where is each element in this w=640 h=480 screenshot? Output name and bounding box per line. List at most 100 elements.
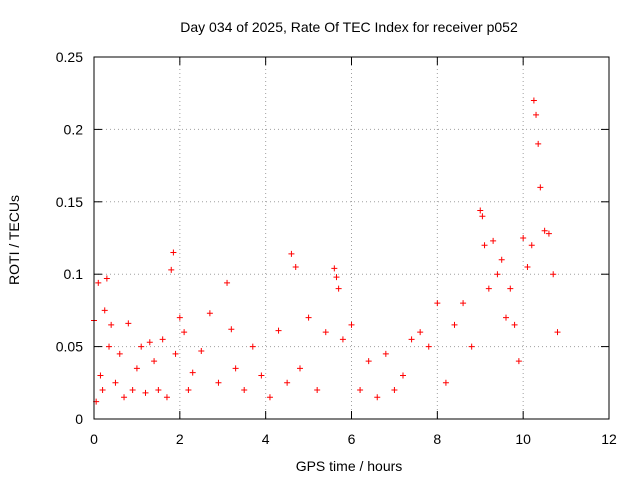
data-point bbox=[241, 387, 248, 394]
data-point bbox=[170, 249, 177, 256]
x-tick-label: 0 bbox=[90, 431, 98, 447]
data-point bbox=[112, 379, 119, 386]
data-point bbox=[275, 327, 282, 334]
data-point bbox=[249, 343, 256, 350]
data-point bbox=[138, 343, 145, 350]
data-point bbox=[99, 387, 106, 394]
data-point bbox=[515, 358, 522, 365]
data-point bbox=[507, 285, 514, 292]
data-point bbox=[339, 336, 346, 343]
data-point bbox=[151, 358, 158, 365]
data-point bbox=[468, 343, 475, 350]
y-tick-label: 0.2 bbox=[64, 121, 84, 137]
data-point bbox=[451, 321, 458, 328]
chart-title: Day 034 of 2025, Rate Of TEC Index for r… bbox=[180, 19, 518, 35]
data-point bbox=[348, 321, 355, 328]
x-tick-label: 2 bbox=[176, 431, 184, 447]
data-point bbox=[503, 314, 509, 321]
data-point bbox=[97, 372, 104, 379]
data-point bbox=[146, 339, 153, 346]
data-point bbox=[494, 271, 501, 278]
data-point bbox=[116, 350, 123, 357]
data-point bbox=[374, 394, 381, 401]
data-point bbox=[198, 347, 205, 354]
data-point bbox=[498, 256, 505, 263]
data-point bbox=[400, 372, 406, 379]
data-point bbox=[511, 321, 518, 328]
x-tick-label: 8 bbox=[433, 431, 441, 447]
data-point bbox=[159, 336, 166, 343]
data-point bbox=[485, 285, 492, 292]
y-tick-label: 0 bbox=[75, 411, 83, 427]
data-point bbox=[284, 379, 291, 386]
data-point bbox=[357, 387, 364, 394]
data-point bbox=[224, 279, 231, 286]
data-point bbox=[520, 235, 527, 241]
data-point bbox=[155, 387, 162, 394]
data-point bbox=[528, 242, 535, 249]
data-point bbox=[106, 343, 113, 350]
data-point bbox=[434, 300, 441, 307]
data-point bbox=[533, 111, 540, 118]
data-point bbox=[101, 307, 108, 314]
data-point bbox=[129, 387, 136, 394]
data-point bbox=[305, 314, 312, 321]
data-point bbox=[121, 394, 128, 401]
data-point bbox=[228, 326, 235, 333]
data-point bbox=[297, 365, 303, 372]
data-point bbox=[292, 263, 299, 270]
data-point bbox=[541, 227, 548, 234]
data-point bbox=[477, 207, 484, 214]
data-points bbox=[91, 97, 561, 405]
data-point bbox=[545, 230, 552, 237]
data-point bbox=[181, 329, 188, 336]
data-point bbox=[172, 350, 179, 357]
data-point bbox=[365, 358, 372, 365]
y-axis-label: ROTI / TECUs bbox=[6, 195, 22, 285]
data-point bbox=[125, 320, 132, 327]
data-point bbox=[460, 300, 467, 307]
x-tick-label: 6 bbox=[348, 431, 356, 447]
data-point bbox=[479, 213, 486, 220]
data-point bbox=[331, 265, 338, 272]
data-point bbox=[266, 394, 273, 401]
data-point bbox=[335, 285, 342, 292]
data-point bbox=[168, 266, 175, 273]
data-point bbox=[185, 387, 192, 394]
data-point bbox=[408, 336, 415, 343]
x-tick-label: 10 bbox=[515, 431, 531, 447]
data-point bbox=[535, 140, 542, 147]
plot-frame bbox=[93, 56, 610, 420]
data-point bbox=[215, 379, 222, 386]
data-point bbox=[382, 350, 389, 357]
data-point bbox=[108, 321, 115, 328]
data-point bbox=[258, 372, 265, 379]
data-point bbox=[314, 387, 321, 394]
x-tick-label: 12 bbox=[601, 431, 617, 447]
data-point bbox=[550, 271, 557, 278]
data-point bbox=[103, 275, 110, 282]
data-point bbox=[133, 365, 140, 372]
y-tick-label: 0.1 bbox=[64, 266, 84, 282]
data-point bbox=[442, 379, 449, 386]
data-point bbox=[189, 369, 196, 376]
data-point bbox=[333, 274, 340, 281]
x-axis-label: GPS time / hours bbox=[296, 458, 403, 474]
data-point bbox=[490, 237, 497, 244]
data-point bbox=[176, 314, 183, 321]
data-point bbox=[322, 329, 329, 336]
data-point bbox=[425, 343, 432, 350]
y-tick-label: 0.15 bbox=[56, 194, 83, 210]
data-point bbox=[206, 310, 213, 317]
x-tick-label: 4 bbox=[262, 431, 270, 447]
y-tick-label: 0.05 bbox=[56, 339, 83, 355]
data-point bbox=[524, 263, 531, 270]
data-point bbox=[391, 387, 398, 394]
data-point bbox=[288, 250, 295, 257]
data-point bbox=[530, 97, 537, 104]
data-point bbox=[481, 242, 488, 249]
data-point bbox=[417, 329, 424, 336]
data-point bbox=[537, 184, 544, 191]
